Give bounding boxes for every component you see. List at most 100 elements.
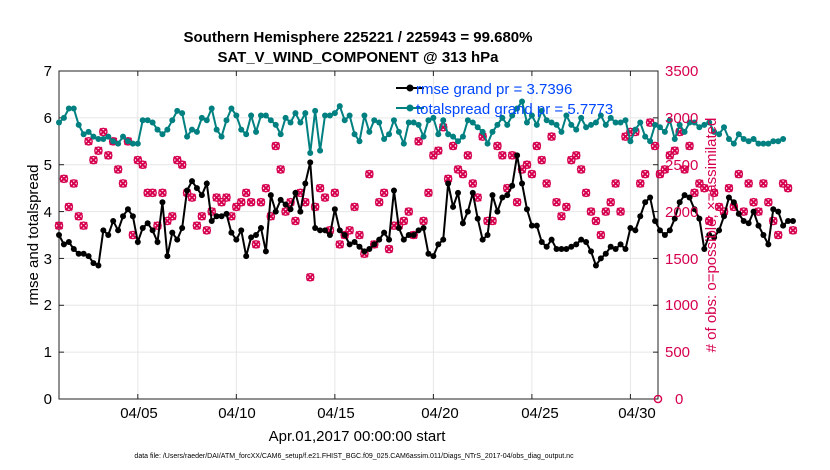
rmse-point (75, 250, 82, 257)
rmse-point (371, 241, 378, 248)
y-right-tick-label: 0 (675, 391, 683, 408)
totalspread-point (592, 119, 599, 126)
obs-assimilated-point (84, 137, 93, 146)
totalspread-point (134, 140, 141, 147)
x-tick-label: 04/25 (521, 405, 559, 422)
y-right-tick-label: 2500 (665, 157, 698, 174)
rmse-point (469, 189, 476, 196)
totalspread-point (90, 133, 97, 140)
rmse-point (159, 199, 166, 206)
obs-possible-point (734, 169, 744, 179)
totalspread-point (504, 121, 511, 128)
rmse-point (686, 194, 693, 201)
obs-assimilated-point (242, 188, 251, 197)
rmse-point (267, 192, 274, 199)
rmse-point (716, 227, 723, 234)
totalspread-point (558, 128, 565, 135)
rmse-point (533, 222, 540, 229)
totalspread-point (543, 117, 550, 124)
rmse-point (144, 220, 151, 227)
obs-possible-point (153, 221, 162, 230)
y-left-tick-label: 2 (44, 297, 52, 314)
obs-possible-point (547, 132, 556, 141)
rmse-point (548, 236, 555, 243)
obs-possible-point (424, 188, 433, 198)
rmse-point (642, 199, 649, 206)
rmse-point (154, 239, 161, 246)
totalspread-point (647, 138, 654, 145)
rmse-point (248, 234, 255, 241)
obs-assimilated-point (764, 198, 773, 207)
obs-markers (54, 118, 798, 404)
obs-possible-point (167, 211, 177, 221)
obs-possible-point (320, 193, 330, 202)
totalspread-point (666, 117, 673, 124)
rmse-point (775, 208, 782, 215)
obs-assimilated-point (380, 188, 389, 197)
totalspread-point (331, 110, 338, 117)
rmse-point (70, 246, 77, 253)
obs-possible-point (118, 179, 128, 188)
totalspread-point (519, 98, 526, 105)
totalspread-point (701, 121, 708, 128)
y-left-tick-label: 3 (44, 251, 52, 268)
rmse-point (390, 187, 397, 194)
obs-possible-point (192, 221, 202, 230)
rmse-point (317, 227, 324, 234)
rmse-point (785, 217, 792, 224)
rmse-point (341, 232, 348, 238)
obs-assimilated-point (641, 169, 650, 179)
totalspread-point (553, 121, 560, 128)
totalspread-point (464, 117, 471, 124)
rmse-point (218, 213, 225, 220)
obs-possible-point (379, 188, 389, 198)
obs-assimilated-point (187, 193, 197, 202)
obs-possible-point (704, 216, 714, 226)
totalspread-point (671, 135, 678, 142)
rmse-point (489, 192, 496, 199)
rmse-point (519, 180, 526, 187)
obs-possible-point (158, 188, 167, 198)
grid-lines (59, 71, 658, 399)
obs-assimilated-point (178, 160, 187, 169)
obs-possible-point (714, 202, 724, 212)
totalspread-point (730, 140, 737, 147)
obs-possible-point (512, 197, 522, 207)
rmse-point (514, 152, 521, 159)
obs-assimilated-point (158, 188, 167, 197)
obs-possible-point (567, 155, 576, 165)
obs-assimilated-point (384, 244, 394, 254)
totalspread-point (450, 133, 457, 140)
totalspread-point (390, 117, 397, 124)
rmse-point (115, 227, 122, 234)
totalspread-point (489, 128, 496, 135)
obs-possible-point (458, 169, 468, 179)
rmse-point (213, 213, 220, 220)
rmse-point (326, 232, 333, 238)
obs-possible-point (562, 202, 571, 212)
rmse-point (425, 250, 432, 257)
obs-possible-point (232, 202, 241, 212)
obs-assimilated-point (754, 207, 763, 216)
obs-assimilated-point (271, 141, 280, 151)
totalspread-point (484, 140, 491, 147)
totalspread-point (607, 114, 614, 121)
totalspread-point (189, 126, 196, 133)
obs-assimilated-point (168, 212, 177, 221)
totalspread-point (681, 128, 688, 135)
rmse-point (56, 232, 62, 238)
rmse-point (568, 243, 575, 250)
obs-possible-point (498, 151, 507, 160)
obs-assimilated-point (670, 146, 679, 155)
totalspread-point (597, 112, 604, 119)
rmse-point (730, 199, 737, 206)
totalspread-point (193, 128, 200, 135)
totalspread-point (351, 131, 358, 138)
rmse-point (563, 246, 570, 253)
obs-assimilated-point (783, 184, 793, 193)
rmse-point (395, 224, 402, 231)
totalspread-point (395, 128, 402, 135)
totalspread-point (120, 133, 127, 140)
obs-possible-point (778, 179, 788, 188)
y-left-axis-label: rmse and totalspread (25, 165, 42, 306)
